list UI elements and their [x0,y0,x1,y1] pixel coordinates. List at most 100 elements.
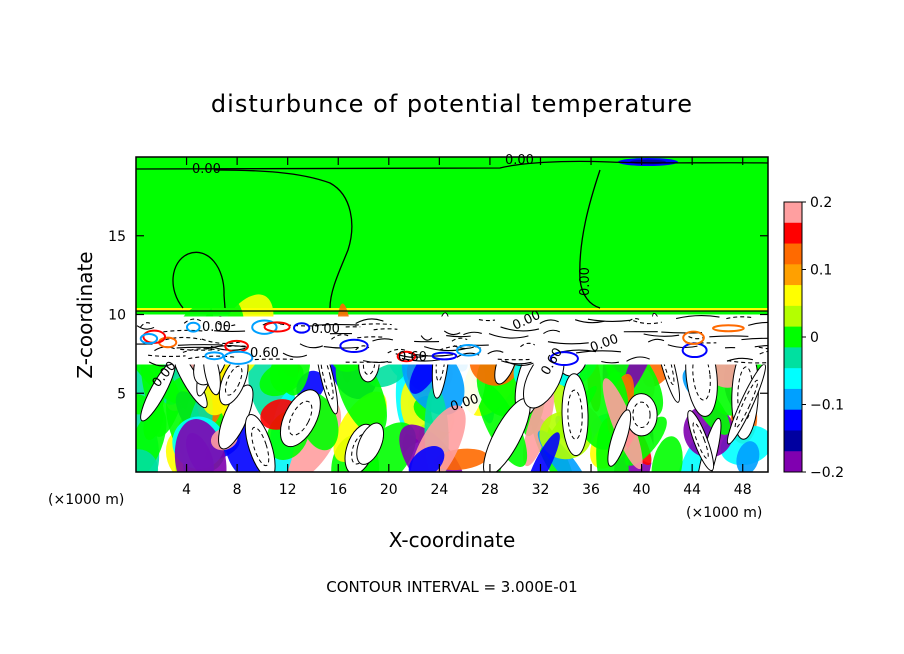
colorbar-swatch [784,264,802,286]
contour-label: 0.60 [398,350,427,365]
contour-core [356,422,385,465]
upper-contours [136,160,768,312]
contour-line [188,355,237,360]
contour-line [643,333,680,337]
chart-title: disturbunce of potential temperature [211,90,693,118]
colorbar: 0.2 0.1 0 −0.1 −0.2 [783,195,844,481]
contour-line-colored [396,350,417,363]
field-blob [651,436,683,472]
colorbar-swatch [784,326,802,348]
contour-core [687,410,715,472]
contour-line [354,323,392,326]
inversion-band [136,308,768,311]
contour-label: 0.00 [578,267,593,296]
colorbar-swatch [784,368,802,390]
field-blob [408,446,445,472]
contour-line [626,356,650,362]
contour-line [180,348,214,351]
contour-line-dashed [692,350,711,401]
contour-line [424,346,466,352]
colorbar-tick-label: 0.1 [810,263,832,279]
x-tick-label: 8 [233,482,242,498]
colorbar-swatch [784,222,802,245]
contour-line-colored [431,351,458,361]
contour-line [463,331,482,336]
contour-line [148,361,173,367]
contour-line [748,321,768,326]
contour-line [176,346,216,349]
contour-line [574,319,605,324]
colorbar-swatch [784,347,802,369]
contour-line [312,324,358,326]
contour-line [647,338,665,343]
contour-line [446,335,471,338]
contour-line [478,319,496,322]
contour-line [497,358,530,361]
contour-line [453,345,474,350]
contour-line [628,318,641,322]
contour-label: 0.00 [311,322,340,337]
contour-line-colored [682,330,705,345]
field-blob [525,432,560,472]
contour-line [543,329,561,335]
x-tick-label: 40 [633,482,651,498]
contour-line [601,360,619,364]
contour-line [205,345,249,350]
x-tick-label: 28 [481,482,499,498]
contour-line-dashed [632,401,651,428]
contour-line-dashed [288,400,313,436]
contour-line [401,357,441,362]
plot-area [136,157,768,472]
contour-line-colored [339,338,369,354]
contour-line [140,322,153,328]
contour-line [539,319,559,325]
x-tick-label: 24 [430,482,448,498]
contour-line [355,345,370,351]
contour-line-colored [549,351,579,367]
contour-line [754,345,768,348]
contour-line [148,354,186,357]
contour-line [331,334,351,340]
contour-line [420,335,433,341]
contour-label: 0.60 [250,346,279,361]
contour-core [244,414,276,472]
y-axis: 5 10 15 [108,229,768,402]
top-strip [136,157,768,169]
x-tick-label: 16 [329,482,347,498]
contour-line [280,323,328,327]
colorbar-tick-label: −0.2 [810,465,844,481]
x-tick-label: 44 [683,482,701,498]
contour-line [759,350,768,355]
contour-line [758,346,768,350]
contour-line [183,318,202,324]
contour-line-colored [204,351,225,361]
contour-line-dashed [567,389,583,440]
y-tick-label: 15 [108,229,126,245]
colorbar-tick-label: 0.2 [810,195,832,211]
dense-contour-band [136,315,768,367]
colorbar-swatch [784,305,802,328]
colorbar-swatch [784,285,802,307]
contour-line [575,350,621,354]
colorbar-tick-label: −0.1 [810,398,844,414]
contour-line [501,360,532,365]
x-tick-label: 12 [279,482,297,498]
contour-line [726,316,754,320]
contour-line [387,348,409,354]
contour-line [443,330,461,336]
x-tick-label: 4 [182,482,191,498]
contour-line [741,337,768,341]
field-blob [522,386,555,467]
contour-line [282,352,308,358]
contour-line-colored [712,324,745,333]
contour-line-dashed [692,422,709,460]
y-tick-label: 10 [108,308,126,324]
contour-line [688,336,704,340]
contour-line [299,343,323,349]
colorbar-swatch [784,430,802,452]
turbulent-layer [136,294,768,472]
contour-line-colored [251,319,278,335]
contour-line-dashed [734,379,759,429]
contour-line [500,326,540,332]
y-axis-title: Z-coordinate [73,251,97,378]
